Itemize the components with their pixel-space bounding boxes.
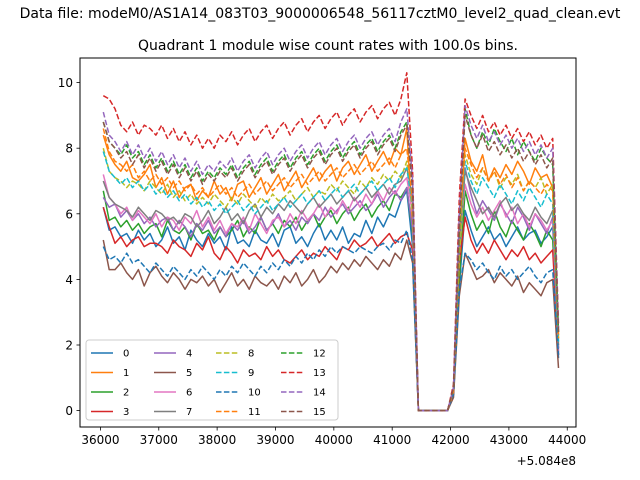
legend-label-10: 10 [248, 388, 261, 399]
legend-label-1: 1 [123, 368, 129, 379]
y-tick-label: 10 [58, 76, 73, 90]
figure-suptitle: Data file: modeM0/AS1A14_083T03_90000065… [20, 6, 621, 22]
legend-label-6: 6 [186, 388, 192, 399]
x-tick-label: 40000 [315, 433, 353, 447]
legend-label-13: 13 [313, 368, 326, 379]
x-tick-label: 37000 [140, 433, 178, 447]
y-tick-label: 6 [65, 207, 73, 221]
chart-title: Quadrant 1 module wise count rates with … [138, 38, 518, 54]
legend-label-0: 0 [123, 349, 129, 360]
plot-area: 36000 37000 38000 39000 40000 41000 42000 43000… [58, 57, 586, 468]
x-tick-label: 36000 [81, 433, 119, 447]
series-line-15 [102, 114, 560, 412]
series-line-11 [102, 128, 560, 412]
y-axis: 0 2 4 6 8 10 [58, 76, 80, 418]
legend-label-9: 9 [248, 368, 254, 379]
x-axis-offset-label: +5.084e8 [517, 454, 576, 468]
legend-label-11: 11 [248, 407, 261, 418]
legend-label-5: 5 [186, 368, 192, 379]
legend-label-4: 4 [186, 349, 192, 360]
series-line-13 [102, 72, 560, 412]
legend-label-3: 3 [123, 407, 129, 418]
series-line-10 [102, 229, 560, 412]
y-tick-label: 4 [65, 273, 73, 287]
x-tick-label: 43000 [490, 433, 528, 447]
series-line-4 [102, 167, 560, 412]
axes-frame [79, 57, 577, 428]
legend-label-12: 12 [313, 349, 326, 360]
x-tick-label: 44000 [548, 433, 586, 447]
series-line-12 [102, 108, 560, 412]
series-line-6 [102, 174, 560, 412]
legend-label-14: 14 [313, 388, 326, 399]
legend-frame [85, 339, 339, 421]
legend-label-7: 7 [186, 407, 192, 418]
series-line-7 [102, 167, 560, 412]
series-line-9 [102, 151, 560, 412]
series-lines [102, 72, 560, 412]
x-tick-label: 38000 [198, 433, 236, 447]
x-tick-label: 42000 [431, 433, 469, 447]
legend-label-15: 15 [313, 407, 326, 418]
y-tick-label: 0 [65, 404, 73, 418]
series-line-3 [102, 206, 560, 412]
legend-label-8: 8 [248, 349, 254, 360]
series-line-5 [102, 239, 560, 412]
x-tick-label: 39000 [256, 433, 294, 447]
series-line-2 [102, 186, 560, 412]
y-tick-label: 8 [65, 142, 73, 156]
x-tick-label: 41000 [373, 433, 411, 447]
y-tick-label: 2 [65, 339, 73, 353]
x-axis: 36000 37000 38000 39000 40000 41000 42000 43000… [81, 427, 586, 447]
legend-label-2: 2 [123, 388, 129, 399]
series-line-14 [102, 104, 560, 412]
